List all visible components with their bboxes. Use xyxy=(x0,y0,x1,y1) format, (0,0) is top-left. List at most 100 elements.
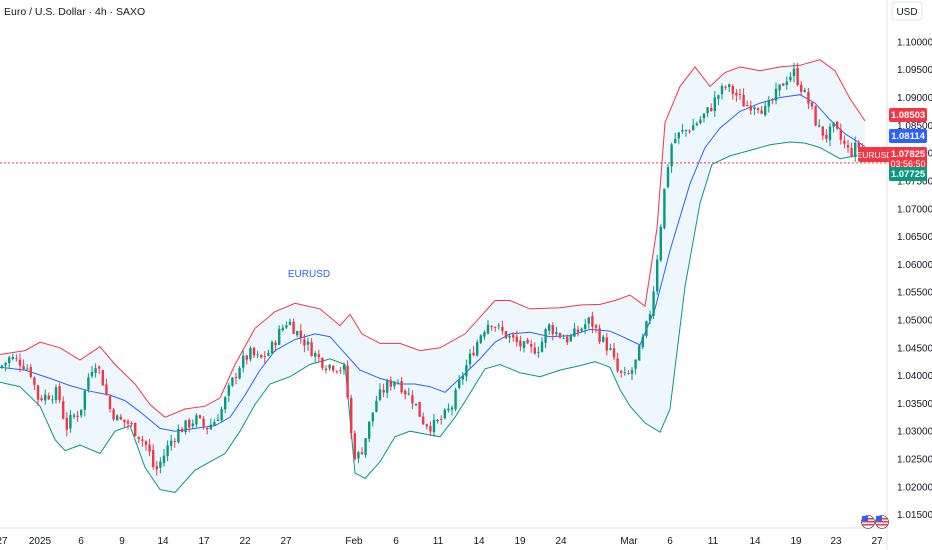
symbol-label: EURUSD xyxy=(288,269,330,280)
candle-body xyxy=(623,372,626,374)
candle-body xyxy=(180,428,184,433)
candle-body xyxy=(198,415,202,418)
candle-body xyxy=(548,324,551,331)
price-tick-label: 1.04500 xyxy=(897,343,932,354)
candle-body xyxy=(184,420,187,433)
price-tick-label: 1.06500 xyxy=(897,232,932,243)
candle-body xyxy=(724,86,727,88)
candle-body xyxy=(252,347,256,356)
candle-body xyxy=(242,355,245,368)
candle-body xyxy=(713,97,716,112)
svg-text:1.07825: 1.07825 xyxy=(891,149,926,160)
candle-body xyxy=(321,357,324,368)
time-tick-label: 6 xyxy=(393,536,399,547)
candle-body xyxy=(674,138,677,143)
candle-body xyxy=(587,317,590,324)
time-tick-label: 2025 xyxy=(29,536,52,547)
candle-body xyxy=(778,84,781,91)
candle-body xyxy=(850,147,853,156)
time-tick-label: 24 xyxy=(555,536,567,547)
candle-body xyxy=(620,370,623,373)
candle-body xyxy=(310,342,313,357)
candle-body xyxy=(695,123,698,126)
currency-button[interactable] xyxy=(891,1,923,21)
candle-body xyxy=(522,341,526,349)
price-tick-label: 1.02000 xyxy=(897,482,932,493)
candle-body xyxy=(476,342,479,356)
svg-text:03:56:50: 03:56:50 xyxy=(890,159,925,169)
time-tick-label: Mar xyxy=(620,536,638,547)
us-flag-icon[interactable] xyxy=(875,515,889,529)
candle-body xyxy=(144,441,148,445)
candle-body xyxy=(400,381,403,393)
candle-body xyxy=(677,132,680,139)
candle-body xyxy=(681,130,684,132)
candle-body xyxy=(386,381,389,393)
time-tick-label: 9 xyxy=(119,536,125,547)
candle-body xyxy=(15,358,18,359)
candle-body xyxy=(645,321,648,336)
candle-body xyxy=(83,390,86,410)
candle-body xyxy=(573,328,576,337)
candle-body xyxy=(245,355,248,360)
candle-body xyxy=(159,461,162,468)
us-flag-icon[interactable] xyxy=(861,515,875,529)
candle-body xyxy=(512,334,515,338)
candle-body xyxy=(828,126,832,141)
candle-body xyxy=(126,421,130,424)
candle-body xyxy=(440,419,443,420)
price-tick-label: 1.02500 xyxy=(897,455,932,466)
time-tick-label: 23 xyxy=(830,536,842,547)
candle-body xyxy=(404,390,407,395)
candle-body xyxy=(173,441,176,442)
candle-body xyxy=(382,389,385,393)
candle-body xyxy=(227,385,230,396)
candle-body xyxy=(530,344,533,347)
candle-body xyxy=(540,341,544,352)
price-tick-label: 1.10000 xyxy=(897,37,932,48)
candle-body xyxy=(231,377,234,386)
candle-body xyxy=(807,91,810,104)
candle-body xyxy=(368,421,371,439)
candle-body xyxy=(324,368,328,371)
price-tick-label: 1.09500 xyxy=(897,65,932,76)
candle-body xyxy=(468,353,472,365)
candle-body xyxy=(789,76,792,81)
candle-body xyxy=(342,364,346,370)
candle-body xyxy=(569,335,572,342)
candle-body xyxy=(782,83,785,86)
candle-body xyxy=(486,324,490,334)
candle-body xyxy=(605,337,608,351)
candle-body xyxy=(166,445,169,456)
candle-body xyxy=(375,400,378,412)
time-tick-label: 19 xyxy=(514,536,526,547)
candle-body xyxy=(281,327,284,330)
candle-body xyxy=(98,366,101,369)
bb-middle-tag: 1.08114 xyxy=(889,129,927,143)
time-tick-label: 19 xyxy=(790,536,802,547)
candle-body xyxy=(699,119,702,123)
candle-body xyxy=(76,415,79,417)
time-axis[interactable]: 27 2025 6 9 14 17 22 27 Feb 6 11 14 19 24 Mar 6 11 14 19 23… xyxy=(0,536,883,547)
candle-body xyxy=(335,371,338,372)
candle-body xyxy=(580,328,583,331)
candle-body xyxy=(11,356,14,359)
candle-body xyxy=(584,324,587,329)
candle-body xyxy=(602,336,605,342)
candle-body xyxy=(90,371,94,377)
candle-body xyxy=(328,364,331,369)
svg-text:EURUSD: EURUSD xyxy=(857,150,893,160)
candle-body xyxy=(483,332,486,337)
candle-body xyxy=(738,94,742,95)
candle-body xyxy=(260,354,263,358)
candle-body xyxy=(630,370,634,374)
candle-body xyxy=(306,341,310,345)
time-tick-label: 17 xyxy=(198,536,210,547)
candle-body xyxy=(706,107,709,114)
candle-body xyxy=(105,384,108,395)
candle-body xyxy=(155,466,158,470)
candle-body xyxy=(350,397,353,434)
candle-body xyxy=(609,348,612,350)
candle-body xyxy=(65,417,68,430)
